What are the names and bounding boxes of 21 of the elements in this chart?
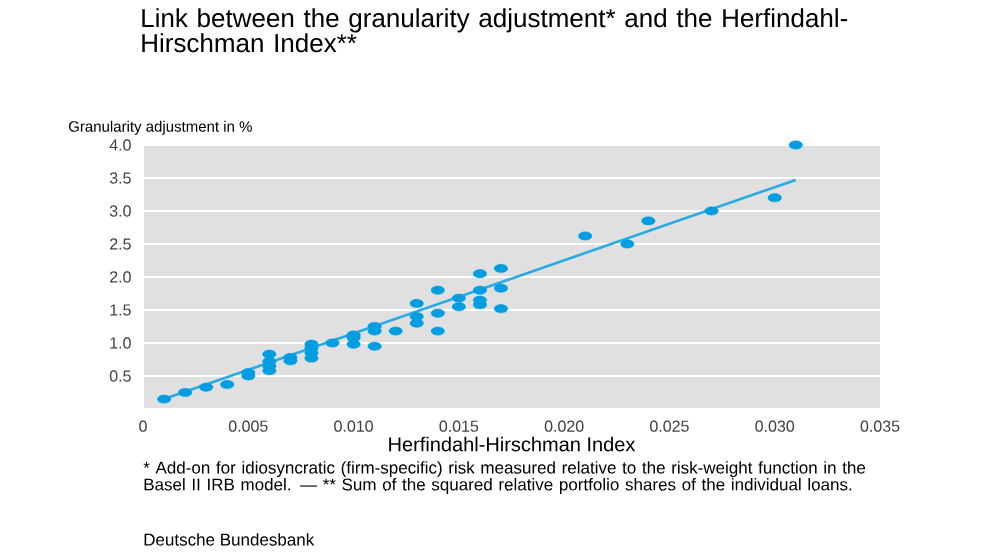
text: * Add-on for idiosyncratic (firm-specific) risk measured relative to the risk-weight function in the Basel II IRB model. — ** Sum of the squared relative portfolio shares of the individual loans.: [143, 461, 866, 494]
y-axis-title: Granularity adjustment in %: [68, 120, 252, 135]
y-tick-label: 2.0: [110, 271, 131, 283]
x-tick-label: 0.005: [228, 420, 268, 432]
y-tick-label: 4.0: [109, 139, 131, 151]
y-tick-label: 3.5: [109, 172, 131, 184]
chart-title: Link between the granularity adjustment* and the Herfindahl-Hirschman Index**: [142, 8, 848, 53]
y-tick-label: 2.5: [110, 238, 131, 250]
text: Deutsche Bundesbank: [144, 533, 315, 546]
y-tick-label: 0.5: [109, 370, 131, 382]
x-tick-label: 0.030: [755, 420, 795, 432]
x-tick-label: 0.015: [439, 420, 479, 432]
x-tick-label: 0.025: [650, 420, 689, 432]
x-tick-label: 0.020: [544, 420, 584, 432]
x-tick-label: 0.035: [860, 420, 900, 432]
y-tick-label: 1.0: [110, 337, 131, 349]
y-tick-label: 1.5: [110, 304, 131, 316]
y-tick-label: 3.0: [109, 205, 131, 217]
x-tick-label: 0.010: [334, 420, 373, 432]
x-tick-label: 0: [139, 420, 147, 432]
x-axis-title: Herfindahl-Hirschman Index: [389, 436, 636, 452]
